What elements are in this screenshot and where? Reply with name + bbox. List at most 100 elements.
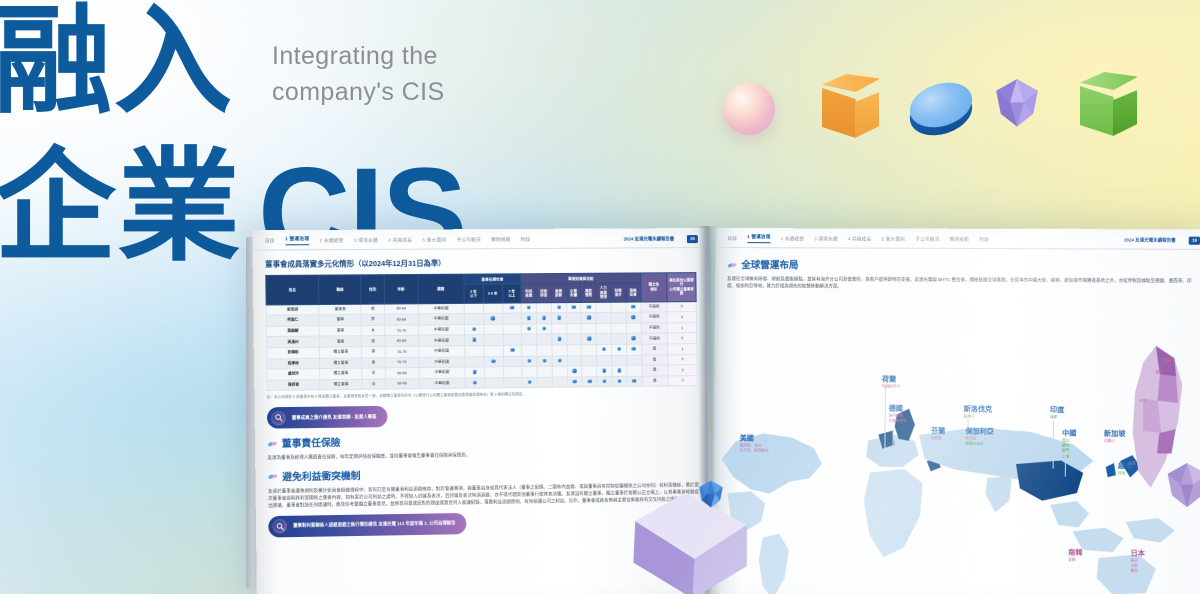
section-heading-insurance: 董事責任保險 bbox=[267, 431, 698, 451]
check-dot-icon bbox=[526, 326, 532, 331]
check-dot-icon bbox=[527, 379, 533, 385]
check-dot-icon bbox=[541, 315, 547, 321]
check-dot-icon bbox=[491, 358, 496, 364]
icosahedron-purple-shape-icon bbox=[988, 78, 1046, 138]
map-country-label: 新加坡 亞歷山 bbox=[1104, 431, 1126, 444]
nav-item-subsidiary[interactable]: 子公司概況 bbox=[915, 236, 940, 242]
nav-item-material[interactable]: 5 重大面向 bbox=[422, 236, 447, 243]
map-country-label: 荷蘭 阿姆斯特丹 bbox=[882, 376, 900, 389]
country-name: 新加坡 bbox=[1103, 430, 1126, 438]
table-cell-mark bbox=[611, 322, 627, 334]
table-cell-mark bbox=[567, 365, 583, 377]
table-cell: 是 bbox=[641, 375, 669, 387]
table-cell-mark bbox=[464, 377, 485, 389]
table-cell-mark bbox=[521, 323, 537, 335]
nav-item-material[interactable]: 5 重大面向 bbox=[881, 236, 906, 242]
table-cell-mark bbox=[502, 313, 522, 325]
country-name: 印度 bbox=[1050, 406, 1065, 415]
country-sites: 阿姆斯特丹 bbox=[882, 384, 900, 390]
nav-item-growth[interactable]: 4 共融成長 bbox=[847, 235, 872, 242]
check-dot-icon bbox=[572, 379, 577, 384]
table-cell-mark bbox=[611, 365, 627, 377]
check-dot-icon bbox=[631, 336, 636, 341]
table-cell: 董事長 bbox=[319, 303, 362, 315]
magnifier-icon bbox=[271, 411, 286, 426]
map-country-label: 南韓 首爾 bbox=[1068, 550, 1082, 563]
map-country-label: 斯洛伐克 茲倫卡 bbox=[964, 406, 993, 419]
table-cell-mark bbox=[566, 334, 582, 345]
nav-item-appendix[interactable]: 附錄 bbox=[979, 236, 989, 242]
table-cell-mark bbox=[537, 366, 553, 378]
table-cell: 董事 bbox=[319, 336, 362, 348]
nav-item-statement[interactable]: 聲明規範 bbox=[490, 236, 511, 242]
link-button-director-profiles[interactable]: 董事成員之簡介請見 友達官網 - 投資人專區 bbox=[266, 406, 388, 430]
right-page-number: 19 bbox=[1189, 236, 1200, 245]
nav-item-environment[interactable]: 3 環境永續 bbox=[353, 237, 378, 243]
nav-item-toc[interactable]: 目錄 bbox=[264, 237, 275, 243]
table-cell-mark bbox=[566, 323, 582, 335]
table-cell-mark bbox=[567, 376, 583, 388]
table-cell: 彭双浪 bbox=[266, 304, 320, 316]
table-cell-mark bbox=[596, 344, 612, 356]
table-cell: 是 bbox=[641, 343, 668, 355]
nav-item-statement[interactable]: 聲明規範 bbox=[949, 236, 970, 242]
link-button-annual-report[interactable]: 董事對利害關係人迴避迴避之執行情形請見 友達光電 113 年度年報 2. 公司治… bbox=[268, 512, 467, 538]
table-cell: 60-69 bbox=[385, 367, 419, 379]
nav-item-governance[interactable]: 1 營運治理 bbox=[747, 234, 771, 244]
col-header-sub: 技術 研發 bbox=[536, 284, 552, 303]
check-dot-icon bbox=[556, 315, 562, 320]
table-cell: 0 bbox=[667, 301, 697, 313]
sphere-shape-icon bbox=[723, 83, 775, 135]
country-sites: 茲倫卡 bbox=[964, 414, 992, 420]
section-body-insurance: 友達為董事及經理人購買責任保險，每年定期評估投保額度，並向董事會報告董事責任保險… bbox=[267, 452, 471, 461]
col-header-sub: 產業 創新 bbox=[551, 284, 567, 303]
col-header-sub: 3 年以下 bbox=[463, 284, 484, 304]
check-dot-icon bbox=[472, 380, 477, 385]
table-cell-mark bbox=[626, 322, 641, 334]
table-cell: 中華民國 bbox=[417, 303, 465, 315]
table-cell: 是 bbox=[641, 354, 669, 366]
check-dot-icon bbox=[526, 305, 532, 310]
table-cell: 中華民國 bbox=[418, 345, 465, 357]
table-cell-mark bbox=[521, 334, 537, 346]
table-cell: 60-69 bbox=[384, 303, 419, 315]
nav-item-governance[interactable]: 1 營運治理 bbox=[285, 236, 310, 246]
nav-item-toc[interactable]: 目錄 bbox=[727, 235, 738, 241]
nav-item-growth[interactable]: 4 共融成長 bbox=[388, 237, 413, 243]
table-cell-mark bbox=[626, 375, 642, 387]
nav-item-environment[interactable]: 3 環境永續 bbox=[814, 235, 838, 241]
icosahedron-blue-small-shape-icon bbox=[699, 480, 723, 508]
check-dot-icon bbox=[630, 304, 636, 309]
table-cell: 男 bbox=[361, 346, 386, 358]
table-cell-mark bbox=[522, 377, 538, 388]
site-label: 河內 bbox=[1117, 470, 1126, 476]
taiwan-city-label: 后里 bbox=[1128, 461, 1136, 466]
check-dot-icon bbox=[631, 346, 636, 352]
col-group-tenure: 董事任期年資 bbox=[463, 273, 522, 285]
leaf-icon bbox=[267, 440, 278, 448]
taiwan-inset-map bbox=[1132, 345, 1183, 489]
hero-title-line-1: 融入 bbox=[0, 0, 235, 130]
table-cell: 獨立董事 bbox=[319, 368, 363, 380]
table-cell-mark bbox=[596, 323, 612, 334]
table-cell: 女 bbox=[361, 325, 385, 337]
col-header: 國籍 bbox=[417, 274, 464, 304]
nav-item-appendix[interactable]: 附錄 bbox=[520, 236, 531, 242]
cube-orange-shape-icon bbox=[822, 74, 880, 138]
nav-item-sustain[interactable]: 2 永續經營 bbox=[319, 237, 344, 243]
table-cell-mark bbox=[610, 301, 626, 313]
check-dot-icon bbox=[586, 315, 592, 320]
map-country-label: 保加利亞 索菲亞 普羅夫迪夫 bbox=[965, 428, 994, 447]
check-dot-icon bbox=[542, 358, 547, 363]
nav-item-sustain[interactable]: 2 永續經營 bbox=[780, 235, 805, 241]
col-header-sub: 科技 產業 bbox=[521, 284, 537, 303]
nav-item-subsidiary[interactable]: 子公司概況 bbox=[456, 236, 481, 242]
table-cell-mark bbox=[521, 302, 537, 314]
disc-blue-shape-icon bbox=[904, 75, 978, 143]
country-sites: 首爾 bbox=[1068, 557, 1082, 563]
book-right-page: 目錄 1 營運治理 2 永續經營 3 環境永續 4 共融成長 5 重大面向 子公… bbox=[712, 227, 1200, 594]
table-cell: 不適用 bbox=[640, 312, 668, 323]
table-cell-mark bbox=[566, 344, 582, 356]
table-cell-mark bbox=[626, 344, 642, 355]
country-sites: 昆山 蘇州 廈門 上海 bbox=[1062, 438, 1076, 460]
